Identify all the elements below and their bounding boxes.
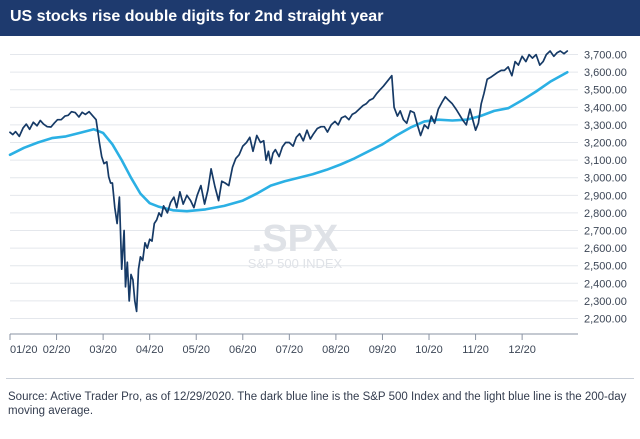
y-tick-label: 3,200.00 xyxy=(584,138,627,150)
series-lines xyxy=(8,50,569,313)
chart-title: US stocks rise double digits for 2nd str… xyxy=(10,8,384,25)
y-tick-label: 3,000.00 xyxy=(584,173,627,185)
x-tick-label: 05/20 xyxy=(182,344,210,356)
title-bar: US stocks rise double digits for 2nd str… xyxy=(0,0,640,36)
y-tick-label: 2,800.00 xyxy=(584,208,627,220)
x-tick-label: 01/20 xyxy=(10,344,38,356)
y-tick-label: 2,400.00 xyxy=(584,278,627,290)
y-tick-label: 2,300.00 xyxy=(584,296,627,308)
x-tick-label: 10/20 xyxy=(415,344,443,356)
chart-area: .SPX S&P 500 INDEX 01/20 02/20 03/20 04/20 0… xyxy=(0,36,640,376)
y-tick-label: 2,900.00 xyxy=(584,190,627,202)
x-axis: 01/20 02/20 03/20 04/20 05/20 06/20 07/20 08/20… xyxy=(9,333,578,356)
y-tick-label: 2,700.00 xyxy=(584,226,627,238)
x-tick-label: 06/20 xyxy=(229,344,257,356)
y-tick-label: 3,600.00 xyxy=(584,67,627,79)
y-tick-label: 2,200.00 xyxy=(584,313,627,325)
x-tick-label: 04/20 xyxy=(136,344,164,356)
watermark-index-name: S&P 500 INDEX xyxy=(248,256,343,271)
x-tick-label: 11/20 xyxy=(462,344,489,356)
y-tick-label: 2,600.00 xyxy=(584,243,627,255)
spx-index-line xyxy=(9,50,569,313)
y-tick-label: 3,300.00 xyxy=(584,120,627,132)
y-tick-label: 3,100.00 xyxy=(584,155,627,167)
y-tick-label: 2,500.00 xyxy=(584,261,627,273)
y-tick-label: 3,500.00 xyxy=(584,85,627,97)
x-tick-label: 08/20 xyxy=(322,344,350,356)
watermark-symbol: .SPX xyxy=(252,218,339,260)
y-axis: 2,200.00 2,300.00 2,400.00 2,500.00 2,600.00… xyxy=(584,50,627,326)
grid-lines xyxy=(10,54,578,319)
x-tick-label: 03/20 xyxy=(89,344,117,356)
line-chart: .SPX S&P 500 INDEX 01/20 02/20 03/20 04/20 0… xyxy=(8,50,627,356)
moving-average-line xyxy=(8,70,569,213)
x-tick-label: 09/20 xyxy=(369,344,397,356)
footer-divider xyxy=(6,378,634,379)
source-note: Source: Active Trader Pro, as of 12/29/2… xyxy=(8,391,627,417)
x-tick-label: 12/20 xyxy=(508,344,536,356)
x-tick-label: 07/20 xyxy=(276,344,304,356)
x-tick-label: 02/20 xyxy=(43,344,71,356)
y-tick-label: 3,400.00 xyxy=(584,102,627,114)
y-tick-label: 3,700.00 xyxy=(584,50,627,62)
watermark: .SPX S&P 500 INDEX xyxy=(248,218,343,271)
